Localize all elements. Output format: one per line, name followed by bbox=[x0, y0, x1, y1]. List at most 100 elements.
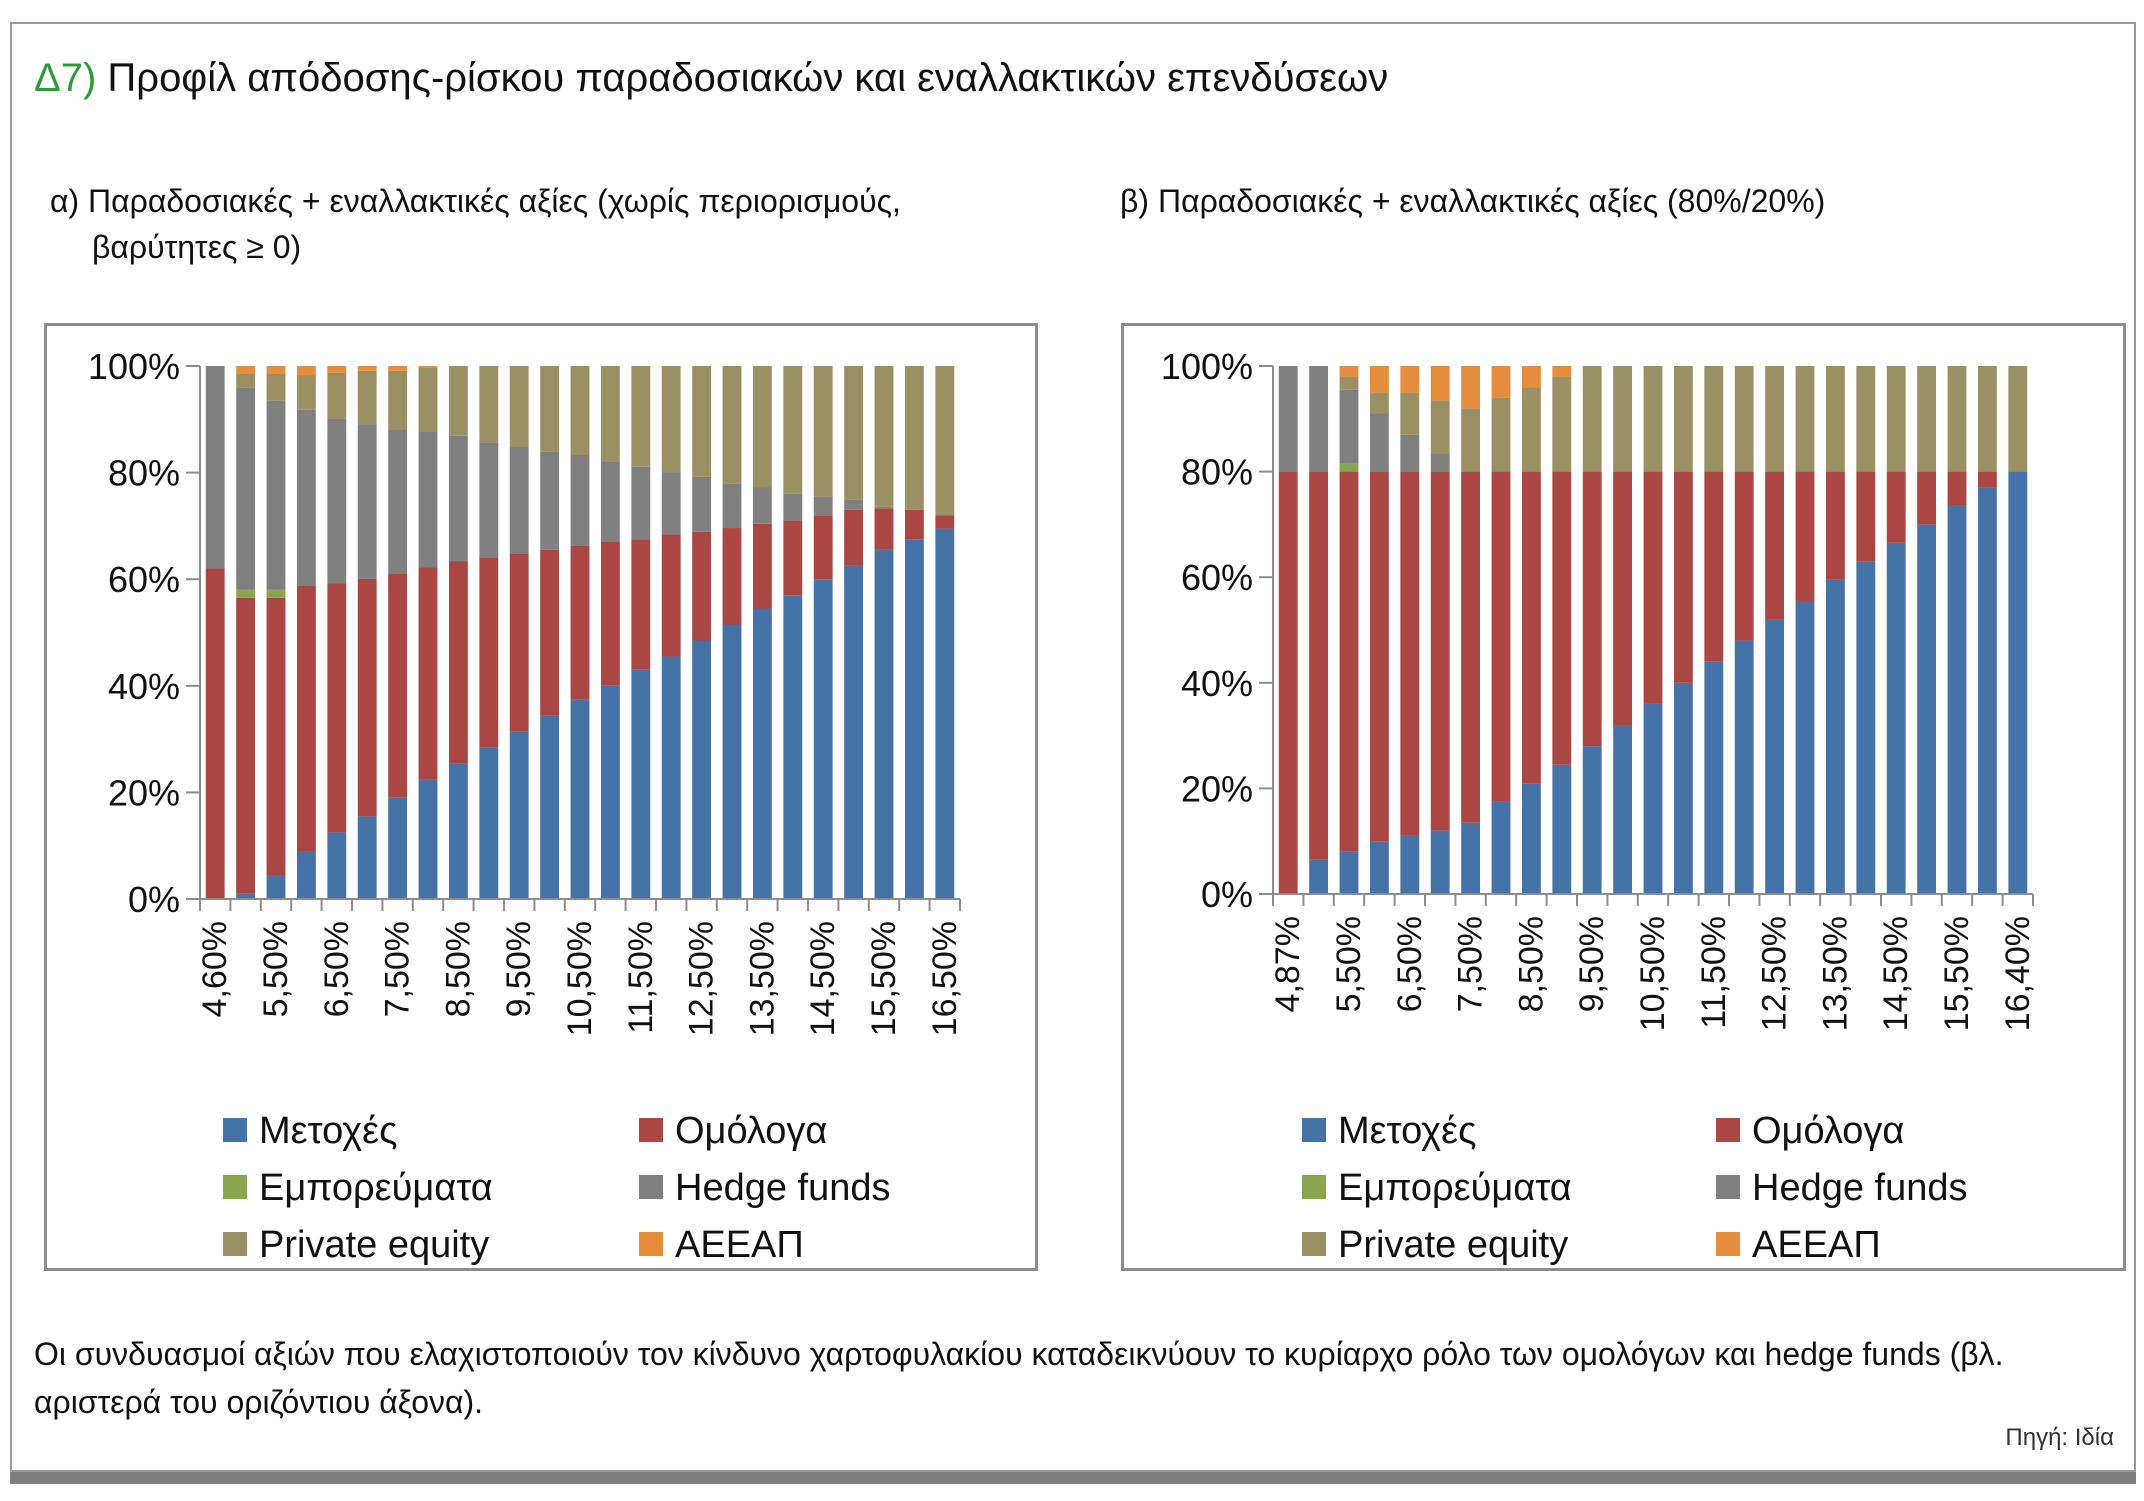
chart-a-bar-segment bbox=[388, 370, 408, 430]
source-note: Πηγή: Ιδία bbox=[2005, 1424, 2114, 1451]
chart-a-bar-segment bbox=[570, 699, 590, 899]
chart-b-bar-segment bbox=[1856, 366, 1876, 472]
chart-a: 0% 20% 40% 60% 80% 100% 4,60% 5,50% 6,50% 7,50% 8,… bbox=[44, 323, 1038, 1271]
chart-a-title: α) Παραδοσιακές + εναλλακτικές αξίες (χω… bbox=[50, 178, 901, 270]
chart-b-bar-segment bbox=[1339, 471, 1359, 852]
chart-a-x-tick-label: 4,60% bbox=[196, 921, 234, 1017]
chart-a-bar-segment bbox=[296, 409, 316, 586]
chart-a-bar-segment bbox=[236, 373, 256, 388]
chart-b-bar-segment bbox=[1917, 524, 1937, 894]
chart-b-bar-segment bbox=[1430, 366, 1450, 401]
chart-b-bar-segment bbox=[1856, 561, 1876, 894]
chart-b-x-tick-label: 9,50% bbox=[1573, 916, 1611, 1012]
chart-a-bar-segment bbox=[570, 455, 590, 546]
chart-a-bar-segment bbox=[752, 608, 772, 899]
chart-a-bar-segment bbox=[813, 366, 833, 497]
chart-a-bar-segment bbox=[874, 366, 894, 507]
chart-a-bar-segment bbox=[874, 549, 894, 899]
chart-b-x-tick-label: 8,50% bbox=[1512, 916, 1550, 1012]
chart-b-bar-segment bbox=[1400, 471, 1420, 836]
chart-b-bar-segment bbox=[1734, 640, 1754, 894]
chart-b-x-tick-label: 6,50% bbox=[1391, 916, 1429, 1012]
chart-b-bar-segment bbox=[1521, 471, 1541, 784]
chart-a-bar-segment bbox=[904, 509, 924, 540]
chart-b-bar-segment bbox=[1917, 471, 1937, 525]
chart-b-bar-segment bbox=[1339, 389, 1359, 464]
chart-b-bar-segment bbox=[1613, 471, 1633, 726]
chart-a-bar-segment bbox=[600, 541, 620, 686]
chart-a-bar-segment bbox=[631, 466, 651, 540]
chart-b-bar-segment bbox=[1400, 434, 1420, 472]
chart-a-bar-segment bbox=[661, 534, 681, 657]
chart-a-y-tick-label: 20% bbox=[108, 772, 180, 813]
chart-b-bar-segment bbox=[1278, 366, 1298, 472]
chart-b-bar-segment bbox=[1673, 471, 1693, 683]
chart-b-bar-segment bbox=[1461, 471, 1481, 823]
chart-b-legend-swatch bbox=[1302, 1232, 1326, 1256]
chart-b-bar-segment bbox=[1430, 830, 1450, 894]
chart-a-bar-segment bbox=[600, 685, 620, 899]
chart-a-legend-label: Private equity bbox=[259, 1224, 489, 1266]
chart-a-x-tick-label: 10,50% bbox=[561, 921, 599, 1036]
chart-b-x-tick-label: 7,50% bbox=[1452, 916, 1490, 1012]
chart-a-bar-segment bbox=[266, 589, 286, 598]
chart-b-bar-segment bbox=[1491, 471, 1511, 802]
chart-b-bar-segment bbox=[1278, 471, 1298, 894]
chart-a-x-tick-label: 7,50% bbox=[379, 921, 417, 1017]
chart-a-bar-segment bbox=[327, 366, 347, 373]
chart-b-bar-segment bbox=[1582, 366, 1602, 472]
chart-a-bar-segment bbox=[236, 366, 256, 374]
chart-a-y-tick-label: 0% bbox=[128, 879, 180, 920]
chart-a-bar-segment bbox=[357, 370, 377, 425]
chart-b-bar-segment bbox=[1977, 471, 1997, 488]
chart-a-bar-segment bbox=[327, 418, 347, 584]
chart-a-bar-segment bbox=[327, 832, 347, 899]
chart-b-bar-segment bbox=[1582, 746, 1602, 894]
chart-a-bar-segment bbox=[388, 429, 408, 574]
chart-a-bar-segment bbox=[844, 366, 864, 500]
chart-a-bar-segment bbox=[874, 508, 894, 550]
chart-a-bar-segment bbox=[752, 523, 772, 609]
chart-b-bar-segment bbox=[1643, 703, 1663, 894]
chart-b-bar-segment bbox=[1673, 366, 1693, 472]
chart-b-bar-segment bbox=[1491, 366, 1511, 398]
chart-b-bar-segment bbox=[1977, 366, 1997, 472]
bottom-bar bbox=[10, 1472, 2136, 1484]
chart-b-bar-segment bbox=[1947, 366, 1967, 472]
chart-b-bar-segment bbox=[1886, 471, 1906, 543]
chart-b-bar-segment bbox=[1704, 661, 1724, 894]
chart-b-bar-segment bbox=[1856, 471, 1876, 562]
chart-b-y-tick-label: 40% bbox=[1181, 663, 1253, 704]
chart-a-title-line2: βαρύτητες ≥ 0) bbox=[92, 229, 302, 265]
chart-a-bar-segment bbox=[570, 366, 590, 456]
chart-a-bar-segment bbox=[509, 553, 529, 732]
chart-b-bar-segment bbox=[1765, 619, 1785, 894]
chart-b-legend-label: Ομόλογα bbox=[1752, 1110, 1904, 1152]
chart-b-legend-swatch bbox=[1302, 1118, 1326, 1142]
chart-a-x-tick-label: 12,50% bbox=[683, 921, 721, 1036]
chart-a-bar-segment bbox=[752, 487, 772, 524]
chart-a-x-tick-label: 8,50% bbox=[439, 921, 477, 1017]
chart-b-bar-segment bbox=[1643, 471, 1663, 704]
chart-b-title: β) Παραδοσιακές + εναλλακτικές αξίες (80… bbox=[1120, 178, 1825, 224]
chart-b-legend-label: Μετοχές bbox=[1338, 1110, 1476, 1152]
chart-a-svg: 0% 20% 40% 60% 80% 100% 4,60% 5,50% 6,50% 7,50% 8,… bbox=[88, 346, 964, 1266]
chart-b-x-tick-label: 10,50% bbox=[1634, 916, 1672, 1031]
chart-b-bar-segment bbox=[1552, 376, 1572, 472]
chart-b: 0% 20% 40% 60% 80% 100% 4,87% 5,50% 6,50% 7,50% 8,… bbox=[1121, 323, 2126, 1271]
chart-a-bar-segment bbox=[904, 366, 924, 510]
chart-a-bar-segment bbox=[509, 731, 529, 899]
chart-a-bar-segment bbox=[509, 447, 529, 554]
chart-a-bar-segment bbox=[357, 816, 377, 899]
chart-a-bar-segment bbox=[661, 366, 681, 473]
chart-a-bar-segment bbox=[540, 366, 560, 452]
chart-b-bar-segment bbox=[1430, 471, 1450, 831]
chart-a-bar-segment bbox=[388, 797, 408, 899]
chart-b-bar-segment bbox=[1886, 542, 1906, 894]
chart-a-bar-segment bbox=[479, 557, 499, 748]
chart-b-y-tick-label: 80% bbox=[1181, 452, 1253, 493]
chart-a-y-tick-label: 40% bbox=[108, 666, 180, 707]
footnote: Οι συνδυασμοί αξιών που ελαχιστοποιούν τ… bbox=[34, 1336, 2004, 1420]
chart-a-bar-segment bbox=[631, 669, 651, 899]
chart-b-bar-segment bbox=[1552, 471, 1572, 765]
